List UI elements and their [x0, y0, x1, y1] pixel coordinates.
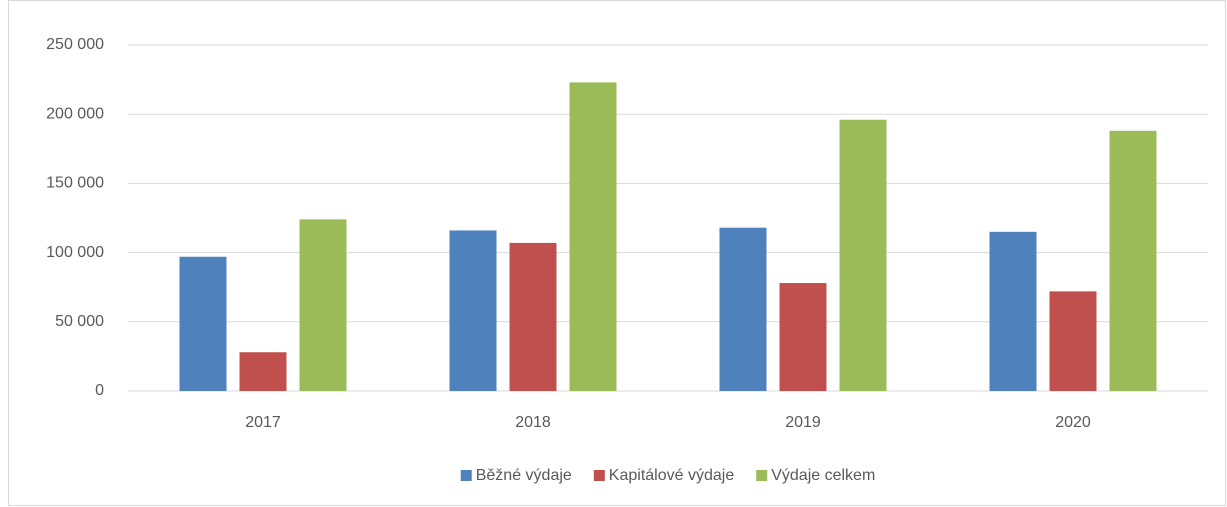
y-tick-label: 100 000	[46, 244, 104, 261]
x-tick-label: 2017	[245, 414, 281, 431]
legend-swatch	[460, 470, 472, 481]
bar	[989, 231, 1037, 391]
y-tick-label: 0	[95, 382, 104, 399]
legend-swatch	[593, 470, 605, 481]
bar	[299, 219, 347, 391]
bar	[719, 227, 767, 391]
bar	[779, 283, 827, 391]
y-tick-label: 250 000	[46, 36, 104, 53]
bar	[449, 230, 497, 391]
bar	[509, 242, 557, 391]
bar	[239, 352, 287, 391]
legend-label: Běžné výdaje	[476, 467, 572, 484]
bar	[839, 119, 887, 392]
legend-label: Výdaje celkem	[771, 467, 875, 484]
legend-swatch	[756, 470, 768, 481]
bar	[1109, 130, 1157, 392]
bar	[1049, 291, 1097, 391]
y-tick-label: 200 000	[46, 105, 104, 122]
y-tick-label: 150 000	[46, 175, 104, 192]
legend-label: Kapitálové výdaje	[609, 467, 735, 484]
bar	[569, 82, 617, 392]
bar	[179, 256, 227, 391]
y-tick-label: 50 000	[55, 313, 104, 330]
x-tick-label: 2020	[1055, 414, 1091, 431]
x-tick-label: 2018	[515, 414, 551, 431]
x-tick-label: 2019	[785, 414, 821, 431]
